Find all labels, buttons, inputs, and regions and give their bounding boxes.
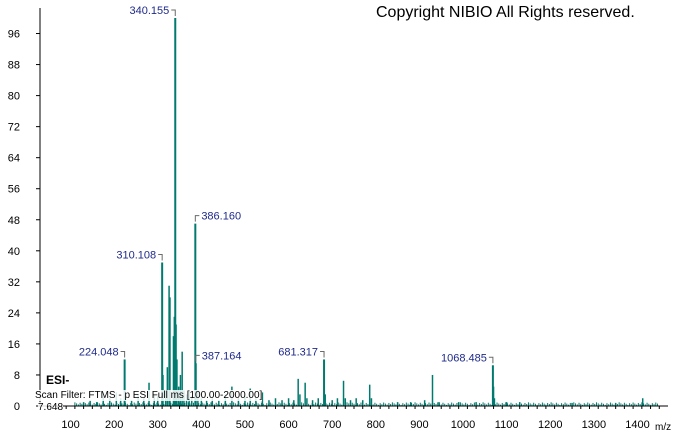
- x-tick-label: 900: [410, 419, 428, 431]
- peak-label: 681.317: [278, 346, 318, 358]
- ionization-mode-label: ESI-: [46, 373, 70, 387]
- axes-layer: 0 8 16 24 32 40 48 56 64 72 80 88 96 100 200 300 400 500 6…: [8, 8, 668, 431]
- y-tick-label: 40: [8, 246, 20, 258]
- y-tick-label: 64: [8, 153, 20, 165]
- x-tick-label: 500: [236, 419, 254, 431]
- peak-label-leader: [320, 350, 325, 358]
- x-tick-label: 1300: [582, 419, 606, 431]
- peak-label: 310.108: [116, 249, 156, 261]
- x-tick-label: 600: [279, 419, 297, 431]
- y-tick-label: 16: [8, 339, 20, 351]
- peak-label: 386.160: [201, 211, 241, 223]
- x-tick-label: 300: [149, 419, 167, 431]
- y-tick-label: 56: [8, 184, 20, 196]
- y-tick-label: 72: [8, 122, 20, 134]
- x-tick-label: 200: [105, 419, 123, 431]
- peak-label-leader: [194, 215, 200, 222]
- max-intensity-value: 7.648: [38, 402, 64, 413]
- peak-label: 1068.485: [441, 352, 487, 364]
- peak-label-leader: [120, 350, 126, 358]
- peaks-layer: [74, 18, 659, 406]
- y-tick-label: 88: [8, 60, 20, 72]
- peak-label-leader: [488, 356, 494, 364]
- peak-label-leader: [171, 9, 176, 16]
- y-tick-label: 24: [8, 308, 20, 320]
- x-tick-label: 400: [192, 419, 210, 431]
- x-tick-label: 1000: [451, 419, 475, 431]
- y-tick-label: 80: [8, 91, 20, 103]
- x-axis-label: m/z: [655, 422, 672, 433]
- x-tick-label: 800: [367, 419, 385, 431]
- x-tick-label: 700: [323, 419, 341, 431]
- x-tick-label: 1100: [495, 419, 519, 431]
- x-tick-label: 100: [61, 419, 79, 431]
- scan-filter-text: Scan Filter: FTMS - p ESI Full ms [100.0…: [35, 390, 263, 401]
- peak-label: 340.155: [129, 5, 169, 17]
- y-tick-label: 96: [8, 29, 20, 41]
- copyright-notice: Copyright NIBIO All Rights reserved.: [376, 4, 635, 21]
- peak-labels-layer: 224.048 310.108 340.155 386.160 387.164 681.3…: [79, 5, 494, 364]
- x-tick-label: 1200: [538, 419, 562, 431]
- y-tick-label: 8: [14, 370, 20, 382]
- y-tick-label: 32: [8, 277, 20, 289]
- y-tick-label: 0: [14, 401, 20, 413]
- peak-label-leader: [195, 354, 200, 362]
- peak-label-leader: [158, 253, 163, 261]
- x-tick-label: 1400: [625, 419, 649, 431]
- peak-label: 224.048: [79, 346, 119, 358]
- y-tick-label: 48: [8, 215, 20, 227]
- peak-label: 387.164: [202, 350, 242, 362]
